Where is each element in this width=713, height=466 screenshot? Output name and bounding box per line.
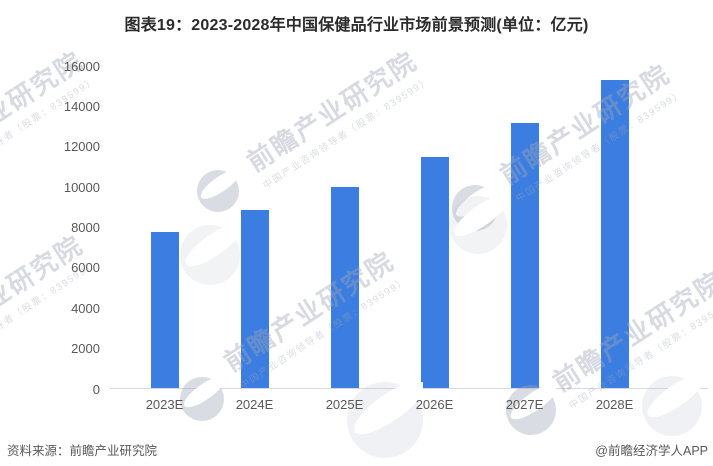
source-note: 资料来源：前瞻产业研究院 [7, 444, 158, 458]
y-tick-label: 8000 [71, 220, 100, 235]
qianzhan-logo-icon [347, 380, 426, 463]
x-tick-label: 2024E [235, 397, 274, 412]
y-tick-label: 6000 [71, 260, 100, 276]
x-tick-label: 2027E [505, 397, 544, 412]
y-tick-label: 14000 [63, 98, 100, 114]
x-axis-line [110, 388, 708, 389]
y-axis: 0 2000 4000 6000 8000 10000 12000 14000 16000 [0, 59, 100, 397]
y-tick-label: 4000 [71, 300, 100, 316]
y-tick-label: 12000 [63, 139, 100, 155]
qianzhan-logo-icon [506, 383, 558, 440]
bar-2023E [150, 231, 179, 389]
y-tick-label: 0 [92, 381, 100, 397]
x-tick-label: 2023E [145, 397, 184, 412]
x-tick-label: 2026E [415, 397, 454, 412]
credit-note: @前瞻经济学人APP [595, 444, 708, 458]
y-tick-label: 10000 [63, 179, 100, 195]
bar-2024E [240, 210, 269, 389]
x-tick-label: 2025E [325, 397, 364, 412]
bar-2026E [420, 156, 449, 389]
plot-area [110, 66, 708, 389]
y-tick-label: 2000 [71, 341, 100, 357]
y-tick-label: 16000 [63, 58, 100, 74]
chart-title: 图表19：2023-2028年中国保健品行业市场前景预测(单位：亿元) [124, 17, 589, 34]
x-tick-label: 2028E [595, 397, 634, 412]
bar-2027E [510, 122, 539, 389]
bar-2025E [330, 187, 359, 389]
bar-2028E [600, 80, 629, 389]
